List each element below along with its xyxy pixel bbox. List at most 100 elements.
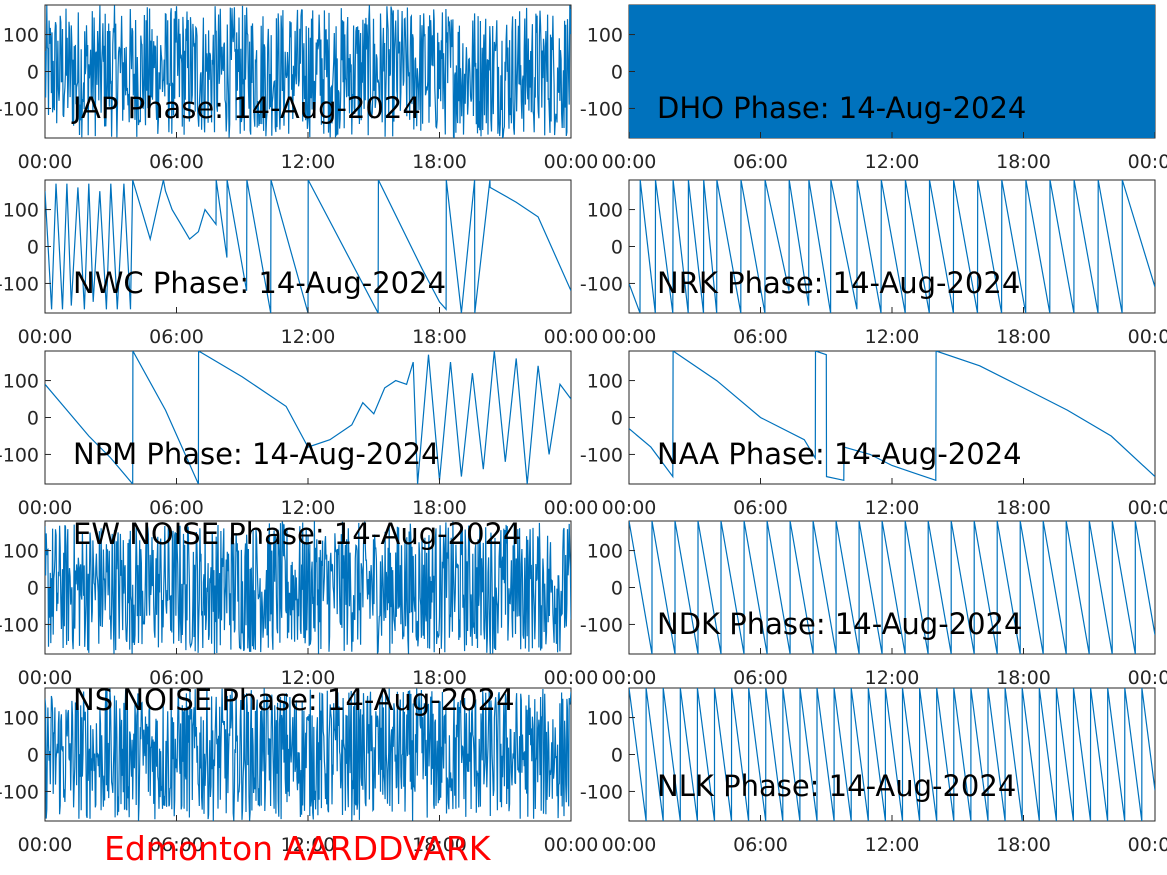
- x-tick-label: 06:00: [733, 667, 788, 689]
- x-tick-label: 12:00: [281, 326, 336, 348]
- x-tick-label: 18:00: [412, 667, 467, 689]
- x-tick-label: 06:00: [149, 326, 204, 348]
- station-label: Edmonton AARDDVARK: [104, 829, 492, 868]
- y-tick-label: -100: [580, 614, 623, 636]
- y-tick-label: 0: [611, 237, 623, 259]
- phase-trace: [629, 180, 1155, 313]
- y-tick-label: -100: [580, 781, 623, 803]
- x-tick-label: 12:00: [281, 667, 336, 689]
- y-tick-label: 100: [3, 200, 39, 222]
- x-tick-label: 00:00: [18, 151, 73, 173]
- phase-trace: [629, 521, 1155, 654]
- y-tick-label: 100: [3, 25, 39, 47]
- panel-title: NAA Phase: 14-Aug-2024: [657, 437, 1022, 471]
- panel-title: DHO Phase: 14-Aug-2024: [657, 91, 1026, 125]
- y-tick-label: 0: [27, 62, 39, 84]
- x-tick-label: 06:00: [733, 834, 788, 856]
- x-tick-label: 18:00: [412, 326, 467, 348]
- y-tick-label: 100: [587, 25, 623, 47]
- x-tick-label: 12:00: [865, 326, 920, 348]
- x-tick-label: 00:00: [544, 326, 599, 348]
- phase-trace: [45, 521, 571, 654]
- panel-title: NPM Phase: 14-Aug-2024: [73, 437, 440, 471]
- phase-trace: [629, 351, 1155, 482]
- phase-trace: [45, 5, 571, 138]
- x-tick-label: 06:00: [733, 497, 788, 519]
- panel-title: NWC Phase: 14-Aug-2024: [73, 266, 446, 300]
- y-tick-label: 0: [611, 578, 623, 600]
- x-tick-label: 00:00: [1128, 151, 1167, 173]
- y-tick-label: -100: [0, 273, 39, 295]
- panel-title: NDK Phase: 14-Aug-2024: [657, 607, 1022, 641]
- phase-trace: [45, 688, 571, 821]
- x-tick-label: 18:00: [996, 834, 1051, 856]
- y-tick-label: -100: [0, 98, 39, 120]
- x-tick-label: 00:00: [18, 497, 73, 519]
- x-tick-label: 00:00: [18, 834, 73, 856]
- x-tick-label: 06:00: [149, 667, 204, 689]
- y-tick-label: 100: [587, 371, 623, 393]
- y-tick-label: 0: [27, 745, 39, 767]
- x-tick-label: 06:00: [733, 326, 788, 348]
- x-tick-label: 00:00: [602, 326, 657, 348]
- x-tick-label: 00:00: [1128, 667, 1167, 689]
- panel-10: 100 0 -100 00:00 06:00 12:00 18:00 00:00 NLK Pha…: [580, 687, 1167, 856]
- panel-title: NS NOISE Phase: 14-Aug-2024: [73, 683, 515, 717]
- x-tick-label: 12:00: [865, 834, 920, 856]
- x-tick-label: 18:00: [412, 834, 467, 856]
- y-tick-label: 0: [27, 578, 39, 600]
- y-tick-label: -100: [0, 781, 39, 803]
- x-tick-label: 00:00: [602, 151, 657, 173]
- x-tick-label: 00:00: [544, 667, 599, 689]
- x-tick-label: 12:00: [281, 834, 336, 856]
- panel-1: 100 0 -100 00:00 06:00 12:00 18:00 00:00 JAP Pha…: [0, 4, 598, 173]
- y-tick-label: 100: [3, 541, 39, 563]
- panel-9: 100 0 -100 00:00 06:00 12:00 18:00 00:00 NS NOIS…: [0, 683, 598, 856]
- x-tick-label: 00:00: [18, 326, 73, 348]
- x-tick-label: 00:00: [602, 667, 657, 689]
- y-tick-label: 100: [3, 708, 39, 730]
- x-tick-label: 00:00: [544, 497, 599, 519]
- y-tick-label: 100: [587, 708, 623, 730]
- x-tick-label: 00:00: [544, 834, 599, 856]
- x-tick-label: 06:00: [149, 834, 204, 856]
- x-tick-label: 12:00: [865, 151, 920, 173]
- x-tick-label: 06:00: [149, 497, 204, 519]
- panel-3: 100 0 -100 00:00 06:00 12:00 18:00 00:00 NWC Pha…: [0, 179, 599, 348]
- x-tick-label: 18:00: [996, 497, 1051, 519]
- panel-title: JAP Phase: 14-Aug-2024: [71, 91, 421, 125]
- axes-frame: [628, 687, 1156, 822]
- panel-2: 100 0 -100 00:00 06:00 12:00 18:00 00:00 DHO Pha…: [580, 4, 1167, 173]
- y-tick-label: -100: [0, 444, 39, 466]
- y-tick-label: 100: [587, 200, 623, 222]
- y-tick-label: -100: [580, 273, 623, 295]
- y-tick-label: 100: [3, 371, 39, 393]
- panel-title: NLK Phase: 14-Aug-2024: [657, 769, 1016, 803]
- x-tick-label: 18:00: [996, 667, 1051, 689]
- y-tick-label: -100: [0, 614, 39, 636]
- x-tick-label: 00:00: [602, 497, 657, 519]
- panel-8: 100 0 -100 00:00 06:00 12:00 18:00 00:00 NDK Pha…: [580, 520, 1167, 689]
- phase-trace: [45, 351, 571, 484]
- x-tick-label: 12:00: [865, 497, 920, 519]
- y-tick-label: 0: [611, 62, 623, 84]
- panel-5: 100 0 -100 00:00 06:00 12:00 18:00 00:00 NPM Pha…: [0, 350, 599, 519]
- phase-trace: [629, 5, 1155, 138]
- y-tick-label: 0: [27, 237, 39, 259]
- y-tick-label: 0: [611, 745, 623, 767]
- x-tick-label: 06:00: [149, 151, 204, 173]
- y-tick-label: -100: [580, 444, 623, 466]
- phase-trace: [45, 180, 571, 313]
- x-tick-label: 18:00: [996, 151, 1051, 173]
- x-tick-label: 06:00: [733, 151, 788, 173]
- x-tick-label: 12:00: [865, 667, 920, 689]
- x-tick-label: 00:00: [1128, 834, 1167, 856]
- panel-title: NRK Phase: 14-Aug-2024: [657, 266, 1020, 300]
- x-tick-label: 12:00: [281, 497, 336, 519]
- x-tick-label: 00:00: [1128, 497, 1167, 519]
- x-tick-label: 18:00: [412, 497, 467, 519]
- y-tick-label: 0: [27, 408, 39, 430]
- x-tick-label: 18:00: [412, 151, 467, 173]
- phase-trace: [629, 688, 1155, 821]
